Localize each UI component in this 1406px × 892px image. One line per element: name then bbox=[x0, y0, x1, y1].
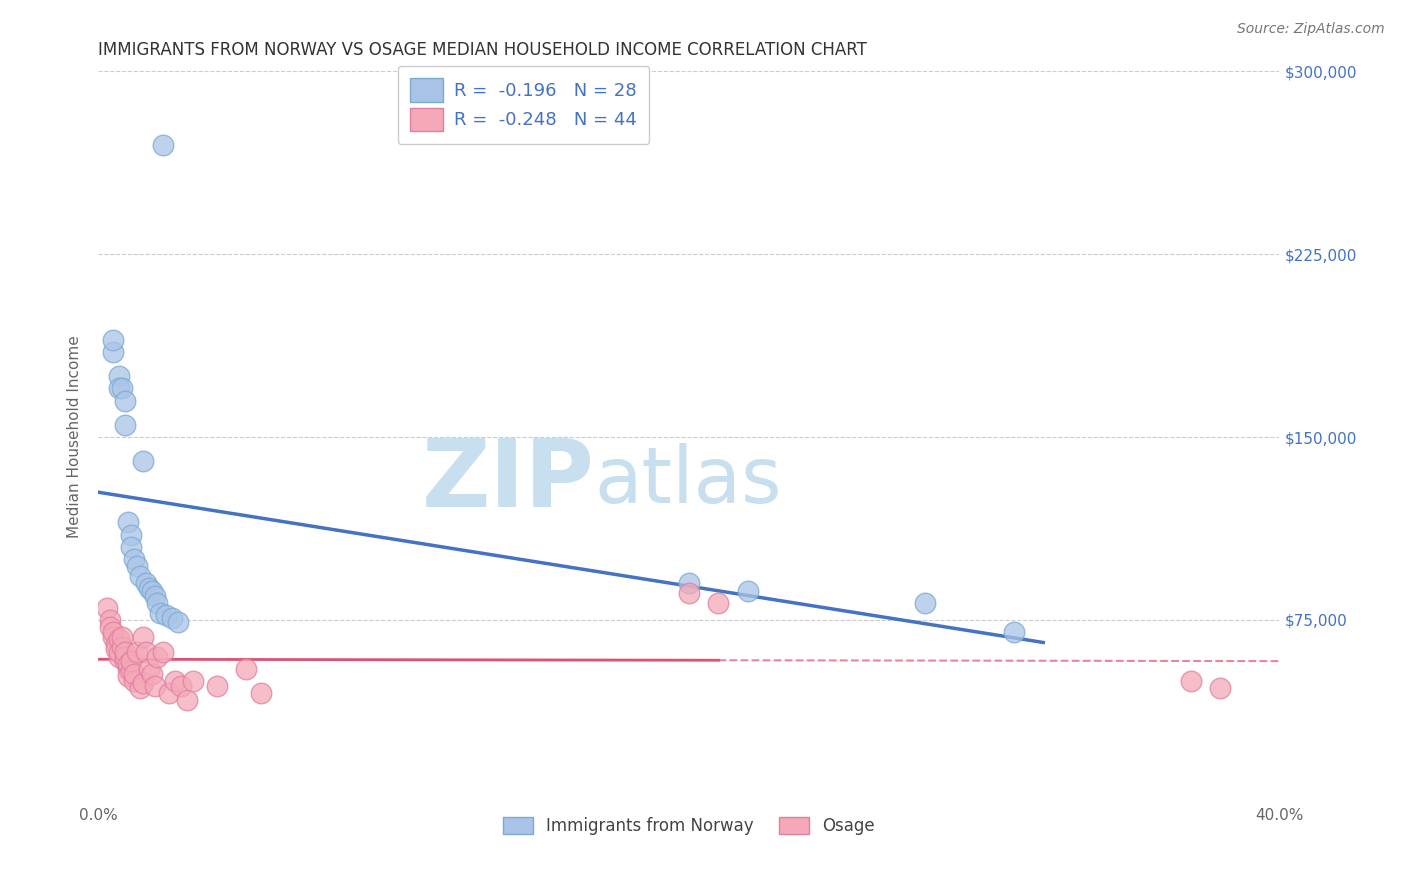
Point bbox=[114, 393, 136, 408]
Point bbox=[96, 600, 118, 615]
Point bbox=[105, 637, 128, 651]
Point bbox=[141, 666, 163, 681]
Point bbox=[138, 662, 160, 676]
Point bbox=[111, 640, 134, 654]
Point bbox=[678, 586, 700, 600]
Point bbox=[114, 649, 136, 664]
Point bbox=[120, 540, 142, 554]
Point bbox=[1180, 673, 1202, 688]
Point bbox=[167, 615, 190, 630]
Point bbox=[128, 681, 150, 696]
Point bbox=[181, 673, 204, 688]
Point bbox=[108, 369, 131, 384]
Point bbox=[155, 608, 177, 623]
Text: IMMIGRANTS FROM NORWAY VS OSAGE MEDIAN HOUSEHOLD INCOME CORRELATION CHART: IMMIGRANTS FROM NORWAY VS OSAGE MEDIAN H… bbox=[98, 41, 868, 59]
Point bbox=[146, 649, 169, 664]
Point bbox=[114, 645, 136, 659]
Point bbox=[114, 417, 136, 432]
Point bbox=[108, 632, 131, 647]
Text: Source: ZipAtlas.com: Source: ZipAtlas.com bbox=[1237, 22, 1385, 37]
Point bbox=[146, 596, 169, 610]
Point bbox=[117, 662, 139, 676]
Y-axis label: Median Household Income: Median Household Income bbox=[67, 335, 83, 539]
Point bbox=[108, 381, 131, 395]
Point bbox=[149, 606, 172, 620]
Point bbox=[103, 333, 125, 347]
Point bbox=[125, 559, 148, 574]
Point bbox=[162, 610, 183, 624]
Point bbox=[105, 642, 128, 657]
Point bbox=[707, 596, 730, 610]
Point bbox=[122, 552, 145, 566]
Point bbox=[250, 686, 273, 700]
Point bbox=[132, 630, 155, 644]
Legend: Immigrants from Norway, Osage: Immigrants from Norway, Osage bbox=[496, 811, 882, 842]
Point bbox=[122, 673, 145, 688]
Point bbox=[135, 645, 157, 659]
Point bbox=[111, 630, 134, 644]
Point bbox=[125, 645, 148, 659]
Text: atlas: atlas bbox=[595, 443, 782, 519]
Point bbox=[114, 654, 136, 668]
Point bbox=[143, 679, 166, 693]
Point bbox=[120, 664, 142, 678]
Point bbox=[1002, 625, 1025, 640]
Point bbox=[132, 454, 155, 468]
Point bbox=[152, 137, 174, 152]
Point bbox=[103, 630, 125, 644]
Point bbox=[111, 381, 134, 395]
Point bbox=[170, 679, 193, 693]
Point bbox=[737, 583, 759, 598]
Point bbox=[117, 516, 139, 530]
Point bbox=[914, 596, 936, 610]
Point bbox=[135, 576, 157, 591]
Point bbox=[103, 344, 125, 359]
Point bbox=[152, 645, 174, 659]
Point bbox=[678, 576, 700, 591]
Point bbox=[138, 581, 160, 595]
Point bbox=[128, 569, 150, 583]
Point bbox=[98, 613, 121, 627]
Point bbox=[117, 669, 139, 683]
Point bbox=[103, 625, 125, 640]
Point bbox=[205, 679, 228, 693]
Point bbox=[120, 654, 142, 668]
Point bbox=[120, 527, 142, 541]
Point bbox=[143, 589, 166, 603]
Point bbox=[235, 662, 257, 676]
Point bbox=[108, 645, 131, 659]
Point bbox=[108, 649, 131, 664]
Point bbox=[98, 620, 121, 634]
Point bbox=[141, 583, 163, 598]
Point bbox=[117, 657, 139, 671]
Point bbox=[157, 686, 180, 700]
Text: ZIP: ZIP bbox=[422, 435, 595, 527]
Point bbox=[122, 666, 145, 681]
Point bbox=[165, 673, 187, 688]
Point bbox=[176, 693, 198, 707]
Point bbox=[1209, 681, 1232, 696]
Point bbox=[132, 676, 155, 690]
